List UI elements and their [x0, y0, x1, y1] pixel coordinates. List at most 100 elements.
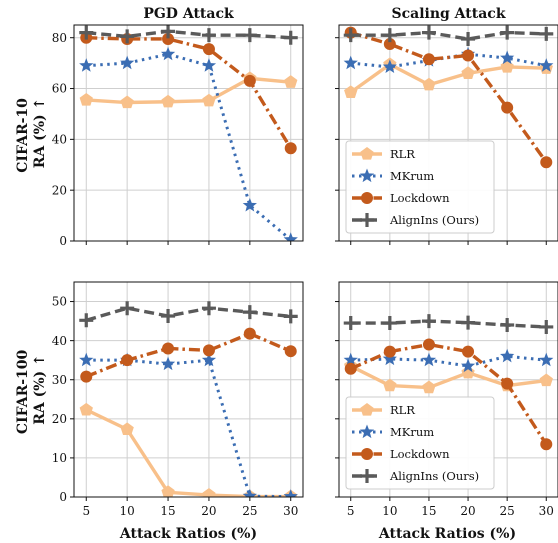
point-3-1-4 [500, 348, 515, 363]
legend-marker-3-0 [360, 403, 374, 416]
point-2-3-4 [242, 305, 257, 320]
axes-frame-2 [73, 281, 304, 498]
legend-label-1-0: RLR [390, 147, 415, 161]
series-line-3-2 [350, 342, 548, 446]
point-1-0-4 [500, 59, 514, 73]
point-0-2-4 [243, 74, 256, 87]
point-2-1-0 [79, 352, 94, 367]
point-3-1-1 [382, 351, 397, 366]
point-0-3-0 [79, 25, 94, 40]
point-2-0-0 [79, 402, 93, 416]
point-1-3-3 [461, 31, 476, 46]
xtick-label-3-0: 5 [347, 504, 355, 518]
ytick-label-2-1: 10 [52, 451, 67, 465]
point-2-3-0 [79, 313, 94, 328]
point-2-3-1 [120, 301, 135, 316]
point-3-3-1 [382, 316, 397, 331]
point-0-0-0 [79, 92, 93, 106]
series-line-3-3 [350, 319, 547, 329]
point-0-1-4 [242, 197, 257, 212]
xtick-label-3-1: 10 [382, 504, 397, 518]
col-title-scaling: Scaling Attack [391, 6, 505, 22]
point-0-3-4 [242, 28, 257, 43]
point-0-0-1 [120, 95, 134, 109]
point-1-0-2 [422, 77, 436, 91]
panel-2: 0 10 20 30 40 50 5 10 15 20 25 30 [52, 281, 304, 518]
legend-marker-3-1 [359, 424, 375, 439]
series-group-3 [343, 314, 554, 451]
series-line-3-1 [350, 354, 547, 368]
point-2-1-4 [242, 488, 257, 497]
legend-label-3-1: MKrum [390, 425, 434, 439]
panel-0: 0 20 40 60 80 [52, 24, 304, 248]
series-line-2-1 [86, 358, 291, 497]
point-2-1-2 [160, 356, 176, 371]
point-0-2-3 [202, 43, 215, 56]
series-line-0-2 [86, 36, 293, 150]
legend-box-1 [345, 140, 495, 234]
point-2-1-5 [283, 489, 298, 497]
point-2-2-1 [121, 354, 134, 367]
point-3-3-4 [500, 318, 515, 332]
point-3-0-5 [539, 373, 553, 387]
point-2-0-2 [161, 485, 175, 497]
ytick-label-0-3: 60 [52, 82, 67, 96]
series-line-0-1 [86, 52, 292, 241]
point-0-0-2 [161, 94, 175, 108]
legend-label-3-3: AlignIns (Ours) [389, 469, 479, 483]
legend-3: RLR MKrum Lockdown AlignIns (Ours) [345, 396, 495, 490]
xtick-label-2-0: 5 [82, 504, 90, 518]
row-label-cifar100: CIFAR-100 RA (%) ↑ [15, 345, 48, 434]
point-1-3-5 [539, 26, 554, 41]
series-line-2-3 [85, 306, 291, 322]
point-2-2-3 [202, 344, 215, 357]
point-0-1-5 [283, 232, 298, 241]
point-0-0-5 [284, 75, 298, 88]
point-3-0-2 [422, 380, 436, 394]
point-3-1-3 [460, 358, 476, 373]
series-line-2-0 [85, 408, 291, 497]
point-0-1-2 [160, 46, 176, 61]
series-line-1-0 [349, 62, 547, 94]
point-3-1-2 [421, 352, 437, 367]
legend-marker-1-2 [361, 192, 373, 204]
axes-frame-3 [338, 281, 558, 498]
series-line-3-0 [349, 364, 547, 390]
ytick-label-2-2: 20 [52, 412, 67, 426]
ytick-label-2-5: 50 [52, 295, 67, 309]
ytick-label-0-2: 40 [52, 133, 67, 147]
point-3-3-0 [343, 316, 358, 331]
point-0-3-2 [161, 25, 176, 39]
legend-label-1-3: AlignIns (Ours) [389, 213, 479, 227]
point-1-0-0 [344, 85, 358, 98]
ytick-label-0-4: 80 [52, 31, 67, 45]
point-3-2-1 [383, 345, 396, 358]
xtick-label-2-5: 30 [283, 504, 298, 518]
series-line-0-0 [86, 76, 291, 105]
point-3-3-5 [539, 319, 554, 334]
xtick-label-2-1: 10 [120, 504, 135, 518]
xtick-label-3-5: 30 [539, 504, 554, 518]
point-3-1-0 [343, 352, 358, 367]
legend-label-3-0: RLR [390, 403, 415, 417]
point-1-3-0 [343, 28, 358, 43]
legend-1: RLR MKrum Lockdown AlignIns (Ours) [345, 140, 495, 234]
xtick-label-2-3: 20 [201, 504, 216, 518]
legend-label-1-1: MKrum [390, 169, 434, 183]
point-1-2-3 [462, 49, 475, 62]
point-1-0-3 [461, 66, 475, 79]
point-2-2-5 [284, 345, 297, 358]
series-line-1-2 [350, 30, 548, 164]
series-group-0 [79, 25, 298, 241]
panels: 0 20 40 60 80 RLR MKrum Lockdown AlignIns (Ours)… [52, 24, 558, 518]
point-1-1-1 [382, 59, 397, 73]
point-3-2-0 [344, 362, 357, 375]
point-2-2-2 [162, 342, 175, 355]
point-0-1-3 [201, 58, 217, 72]
ytick-label-0-0: 0 [59, 234, 67, 248]
point-1-2-5 [540, 156, 553, 169]
point-0-3-3 [201, 28, 216, 43]
point-0-1-0 [79, 58, 94, 72]
point-1-2-1 [383, 38, 396, 51]
